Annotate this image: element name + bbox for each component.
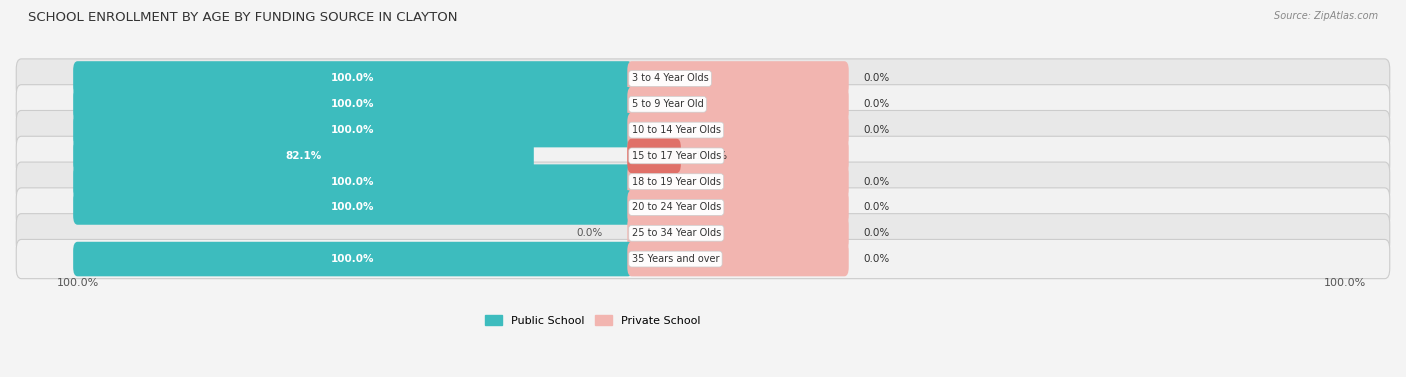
- FancyBboxPatch shape: [627, 190, 849, 225]
- FancyBboxPatch shape: [627, 87, 849, 121]
- Text: 0.0%: 0.0%: [863, 99, 890, 109]
- FancyBboxPatch shape: [17, 188, 1389, 227]
- Text: 17.9%: 17.9%: [695, 151, 728, 161]
- Text: 100.0%: 100.0%: [56, 278, 98, 288]
- Text: 5 to 9 Year Old: 5 to 9 Year Old: [631, 99, 703, 109]
- FancyBboxPatch shape: [73, 164, 633, 199]
- FancyBboxPatch shape: [17, 239, 1389, 279]
- Text: 35 Years and over: 35 Years and over: [631, 254, 720, 264]
- Text: 0.0%: 0.0%: [576, 228, 603, 238]
- Text: 15 to 17 Year Olds: 15 to 17 Year Olds: [631, 151, 721, 161]
- Text: 82.1%: 82.1%: [285, 151, 322, 161]
- Text: 0.0%: 0.0%: [863, 74, 890, 83]
- FancyBboxPatch shape: [17, 110, 1389, 150]
- FancyBboxPatch shape: [17, 136, 1389, 175]
- Text: 0.0%: 0.0%: [863, 177, 890, 187]
- Text: 10 to 14 Year Olds: 10 to 14 Year Olds: [631, 125, 721, 135]
- Text: SCHOOL ENROLLMENT BY AGE BY FUNDING SOURCE IN CLAYTON: SCHOOL ENROLLMENT BY AGE BY FUNDING SOUR…: [28, 11, 457, 24]
- FancyBboxPatch shape: [627, 113, 849, 147]
- Text: 100.0%: 100.0%: [330, 74, 374, 83]
- FancyBboxPatch shape: [627, 242, 849, 276]
- Text: 100.0%: 100.0%: [1323, 278, 1367, 288]
- Text: 0.0%: 0.0%: [863, 125, 890, 135]
- FancyBboxPatch shape: [17, 214, 1389, 253]
- Text: 20 to 24 Year Olds: 20 to 24 Year Olds: [631, 202, 721, 213]
- Text: 0.0%: 0.0%: [863, 254, 890, 264]
- Text: 100.0%: 100.0%: [330, 99, 374, 109]
- Text: Source: ZipAtlas.com: Source: ZipAtlas.com: [1274, 11, 1378, 21]
- FancyBboxPatch shape: [73, 61, 633, 96]
- Text: 18 to 19 Year Olds: 18 to 19 Year Olds: [631, 177, 721, 187]
- FancyBboxPatch shape: [73, 113, 633, 147]
- FancyBboxPatch shape: [17, 85, 1389, 124]
- Legend: Public School, Private School: Public School, Private School: [481, 311, 704, 330]
- FancyBboxPatch shape: [17, 59, 1389, 98]
- Text: 25 to 34 Year Olds: 25 to 34 Year Olds: [631, 228, 721, 238]
- Text: 100.0%: 100.0%: [330, 202, 374, 213]
- FancyBboxPatch shape: [627, 61, 849, 96]
- Text: 100.0%: 100.0%: [330, 125, 374, 135]
- FancyBboxPatch shape: [73, 139, 534, 173]
- Text: 3 to 4 Year Olds: 3 to 4 Year Olds: [631, 74, 709, 83]
- FancyBboxPatch shape: [73, 190, 633, 225]
- FancyBboxPatch shape: [17, 162, 1389, 201]
- FancyBboxPatch shape: [627, 139, 849, 173]
- FancyBboxPatch shape: [73, 242, 633, 276]
- Text: 0.0%: 0.0%: [863, 228, 890, 238]
- FancyBboxPatch shape: [627, 216, 849, 251]
- FancyBboxPatch shape: [73, 87, 633, 121]
- FancyBboxPatch shape: [627, 164, 849, 199]
- Text: 100.0%: 100.0%: [330, 177, 374, 187]
- Text: 100.0%: 100.0%: [330, 254, 374, 264]
- FancyBboxPatch shape: [627, 139, 681, 173]
- Text: 0.0%: 0.0%: [863, 202, 890, 213]
